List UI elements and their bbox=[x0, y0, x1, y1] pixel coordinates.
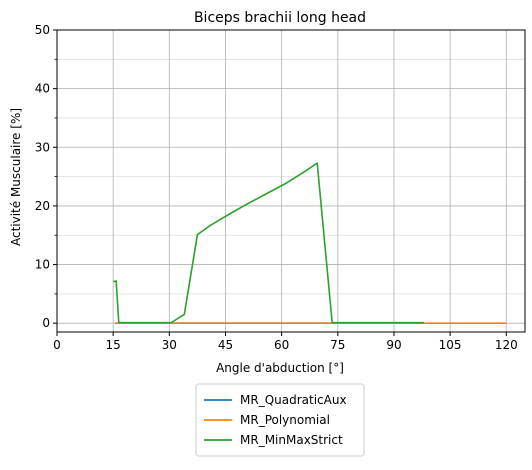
series-layer bbox=[113, 162, 507, 325]
x-tick-label: 0 bbox=[53, 338, 61, 352]
x-tick-label: 45 bbox=[218, 338, 233, 352]
x-tick-label: 120 bbox=[495, 338, 518, 352]
chart-title: Biceps brachii long head bbox=[194, 10, 366, 26]
y-tick-label: 40 bbox=[35, 82, 50, 96]
y-tick-label: 0 bbox=[42, 316, 50, 330]
plot-frame bbox=[56, 29, 526, 333]
series-line bbox=[113, 162, 424, 324]
y-tick-label: 20 bbox=[35, 199, 50, 213]
legend-label: MR_QuadraticAux bbox=[240, 393, 347, 407]
x-axis-label: Angle d'abduction [°] bbox=[216, 361, 344, 375]
x-tick-label: 15 bbox=[106, 338, 121, 352]
y-axis-label: Activité Musculaire [%] bbox=[9, 108, 23, 246]
y-tick-label: 30 bbox=[35, 140, 50, 154]
legend: MR_QuadraticAux MR_Polynomial MR_MinMaxStr… bbox=[195, 383, 365, 457]
axes-layer: 0 15 30 45 60 75 90 105 120 0 10 20 30 40 50 bbox=[35, 23, 526, 352]
x-tick-label: 90 bbox=[386, 338, 401, 352]
y-tick-label: 50 bbox=[35, 23, 50, 37]
legend-box bbox=[195, 383, 365, 457]
x-tick-label: 75 bbox=[330, 338, 345, 352]
legend-label: MR_Polynomial bbox=[240, 413, 330, 427]
x-tick-label: 105 bbox=[439, 338, 462, 352]
x-tick-label: 60 bbox=[274, 338, 289, 352]
y-tick-label: 10 bbox=[35, 258, 50, 272]
legend-label: MR_MinMaxStrict bbox=[240, 433, 343, 447]
x-tick-label: 30 bbox=[162, 338, 177, 352]
